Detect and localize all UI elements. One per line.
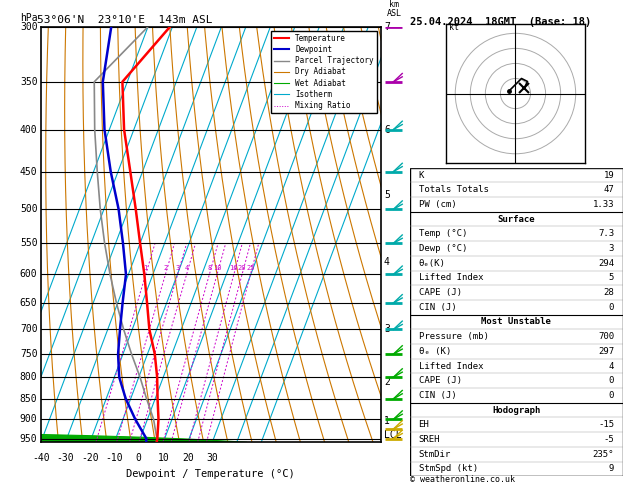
Text: Pressure (mb): Pressure (mb) bbox=[419, 332, 489, 341]
Text: © weatheronline.co.uk: © weatheronline.co.uk bbox=[410, 474, 515, 484]
Text: 10: 10 bbox=[213, 265, 221, 271]
Text: 16: 16 bbox=[230, 265, 238, 271]
Text: 850: 850 bbox=[20, 394, 38, 404]
Text: 900: 900 bbox=[20, 414, 38, 424]
Text: 700: 700 bbox=[20, 325, 38, 334]
Text: 3: 3 bbox=[175, 265, 180, 271]
Text: K: K bbox=[419, 171, 424, 179]
Text: Hodograph: Hodograph bbox=[493, 406, 540, 415]
Text: 7.3: 7.3 bbox=[598, 229, 614, 238]
Text: 19: 19 bbox=[603, 171, 614, 179]
Text: 53°06'N  23°10'E  143m ASL: 53°06'N 23°10'E 143m ASL bbox=[38, 15, 213, 25]
Text: StmSpd (kt): StmSpd (kt) bbox=[419, 465, 478, 473]
Text: -30: -30 bbox=[57, 452, 74, 463]
Text: 4: 4 bbox=[384, 257, 390, 267]
Text: 8: 8 bbox=[208, 265, 211, 271]
Text: 294: 294 bbox=[598, 259, 614, 268]
Text: 1: 1 bbox=[143, 265, 148, 271]
Text: 1.33: 1.33 bbox=[593, 200, 614, 209]
Text: 20: 20 bbox=[182, 452, 194, 463]
Text: EH: EH bbox=[419, 420, 430, 429]
Text: 2: 2 bbox=[384, 377, 390, 386]
Text: CIN (J): CIN (J) bbox=[419, 303, 456, 312]
Text: 650: 650 bbox=[20, 298, 38, 308]
Text: 5: 5 bbox=[609, 274, 614, 282]
Text: 0: 0 bbox=[136, 452, 142, 463]
Text: 0: 0 bbox=[609, 391, 614, 400]
Text: 9: 9 bbox=[609, 465, 614, 473]
Text: hPa: hPa bbox=[20, 13, 38, 22]
Text: -20: -20 bbox=[81, 452, 99, 463]
Text: 350: 350 bbox=[20, 77, 38, 87]
Text: 235°: 235° bbox=[593, 450, 614, 459]
Text: Surface: Surface bbox=[498, 215, 535, 224]
Text: 30: 30 bbox=[206, 452, 218, 463]
Text: 28: 28 bbox=[603, 288, 614, 297]
Text: CAPE (J): CAPE (J) bbox=[419, 288, 462, 297]
Text: 47: 47 bbox=[603, 185, 614, 194]
Text: 297: 297 bbox=[598, 347, 614, 356]
Text: kt: kt bbox=[449, 23, 459, 33]
Text: Lifted Index: Lifted Index bbox=[419, 274, 483, 282]
Text: CAPE (J): CAPE (J) bbox=[419, 376, 462, 385]
Text: km
ASL: km ASL bbox=[387, 0, 402, 18]
Text: 4: 4 bbox=[609, 362, 614, 370]
Text: θₑ(K): θₑ(K) bbox=[419, 259, 445, 268]
Text: StmDir: StmDir bbox=[419, 450, 451, 459]
Text: Dewp (°C): Dewp (°C) bbox=[419, 244, 467, 253]
Text: θₑ (K): θₑ (K) bbox=[419, 347, 451, 356]
Text: 5: 5 bbox=[384, 190, 390, 200]
Text: 2: 2 bbox=[164, 265, 167, 271]
Text: 3: 3 bbox=[609, 244, 614, 253]
Text: 750: 750 bbox=[20, 349, 38, 359]
Text: PW (cm): PW (cm) bbox=[419, 200, 456, 209]
Text: 10: 10 bbox=[157, 452, 169, 463]
Text: 4: 4 bbox=[184, 265, 189, 271]
Text: 500: 500 bbox=[20, 204, 38, 214]
Text: 600: 600 bbox=[20, 269, 38, 279]
Text: 20: 20 bbox=[238, 265, 247, 271]
Text: Most Unstable: Most Unstable bbox=[481, 317, 552, 327]
Text: 800: 800 bbox=[20, 372, 38, 382]
Text: 25.04.2024  18GMT  (Base: 18): 25.04.2024 18GMT (Base: 18) bbox=[410, 17, 591, 27]
Text: 300: 300 bbox=[20, 22, 38, 32]
Text: -15: -15 bbox=[598, 420, 614, 429]
Text: 400: 400 bbox=[20, 124, 38, 135]
Text: 3: 3 bbox=[384, 325, 390, 334]
Text: -40: -40 bbox=[32, 452, 50, 463]
Text: 550: 550 bbox=[20, 238, 38, 248]
Text: 1: 1 bbox=[384, 416, 390, 426]
Legend: Temperature, Dewpoint, Parcel Trajectory, Dry Adiabat, Wet Adiabat, Isotherm, Mi: Temperature, Dewpoint, Parcel Trajectory… bbox=[270, 31, 377, 113]
Text: -10: -10 bbox=[106, 452, 123, 463]
Text: 6: 6 bbox=[384, 124, 390, 135]
Text: 450: 450 bbox=[20, 167, 38, 176]
Text: SREH: SREH bbox=[419, 435, 440, 444]
Text: 7: 7 bbox=[384, 22, 390, 32]
Text: 700: 700 bbox=[598, 332, 614, 341]
Text: 0: 0 bbox=[609, 303, 614, 312]
Text: CIN (J): CIN (J) bbox=[419, 391, 456, 400]
Text: -5: -5 bbox=[603, 435, 614, 444]
Text: Totals Totals: Totals Totals bbox=[419, 185, 489, 194]
Text: Temp (°C): Temp (°C) bbox=[419, 229, 467, 238]
Text: Lifted Index: Lifted Index bbox=[419, 362, 483, 370]
Text: Dewpoint / Temperature (°C): Dewpoint / Temperature (°C) bbox=[126, 469, 295, 479]
Text: 0: 0 bbox=[609, 376, 614, 385]
Text: LCL: LCL bbox=[384, 430, 401, 440]
Text: 950: 950 bbox=[20, 434, 38, 444]
Text: 25: 25 bbox=[246, 265, 255, 271]
